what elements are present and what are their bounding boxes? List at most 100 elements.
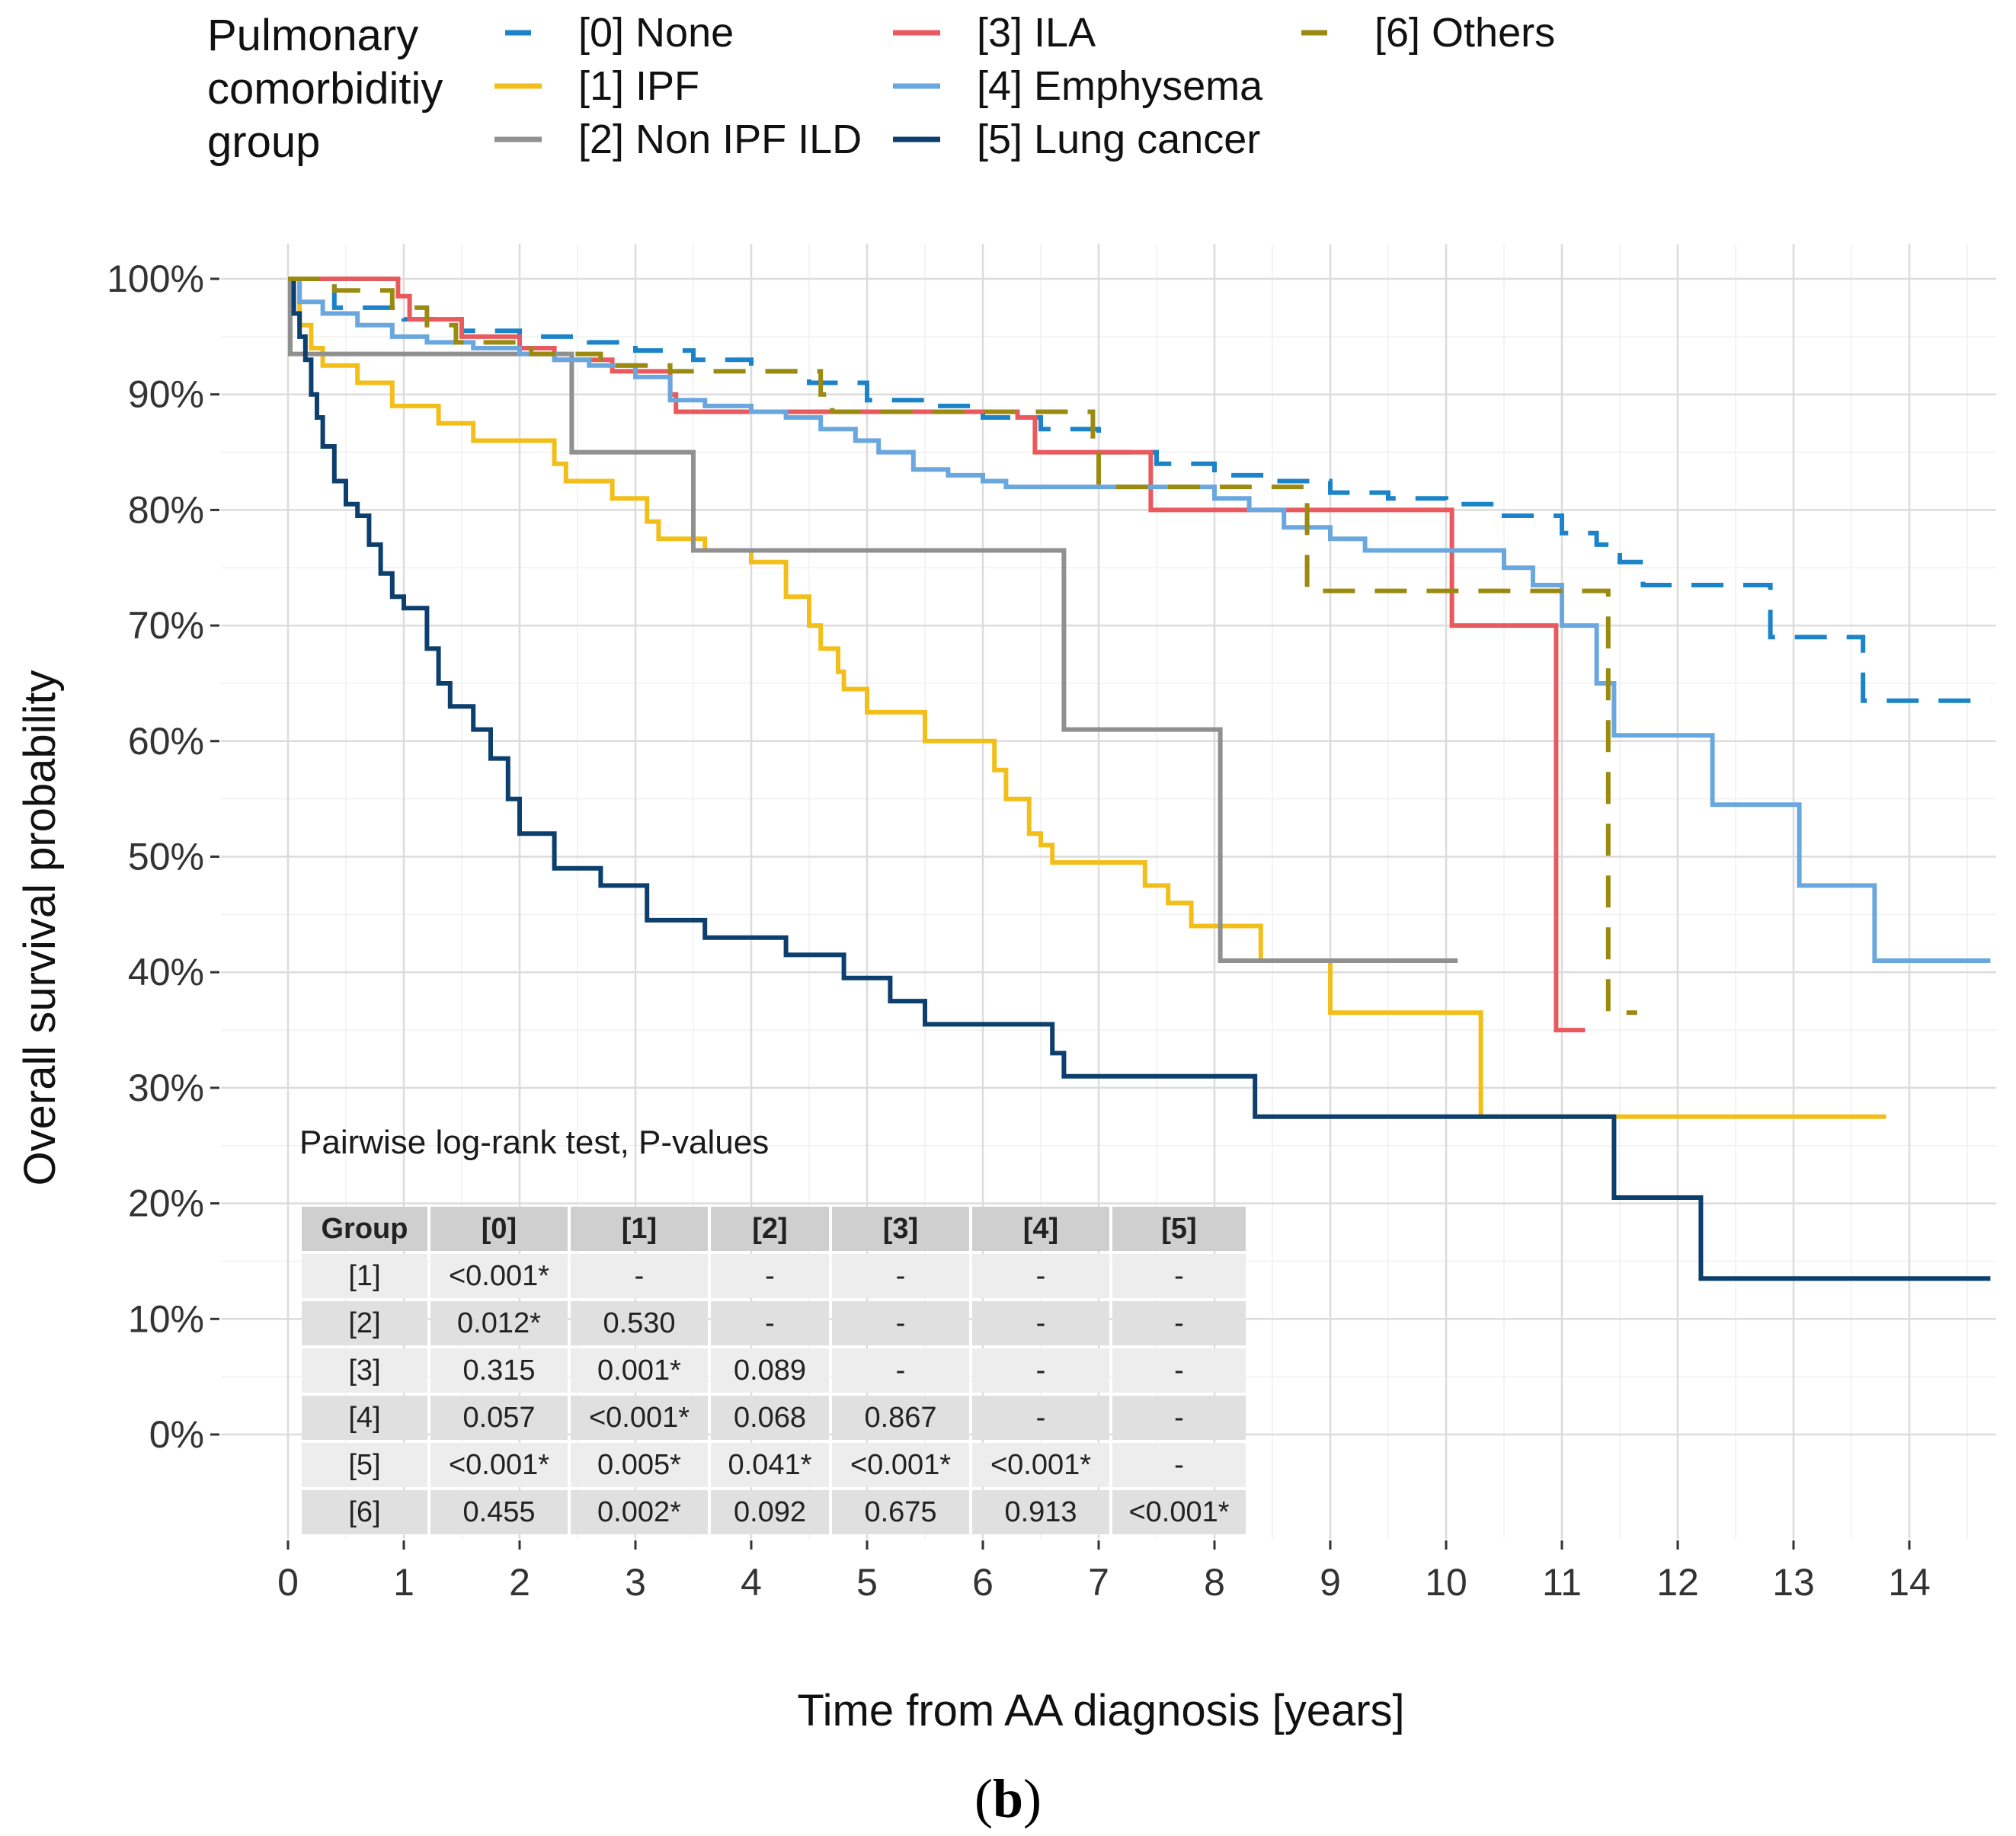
pvalue-table-body: [1] <0.001* - - - - - [2] 0.012* 0.530- - - - [3] 0.31… bbox=[302, 1254, 1246, 1534]
x-tick-label: 14 bbox=[1888, 1561, 1931, 1604]
legend-label-1: [1] IPF bbox=[578, 63, 700, 109]
table-cell: - bbox=[972, 1301, 1109, 1345]
table-cell: 0.675 bbox=[832, 1490, 969, 1534]
table-cell: - bbox=[972, 1396, 1109, 1440]
legend-item-6: [6] Others bbox=[1288, 9, 1555, 56]
legend-label-5: [5] Lung cancer bbox=[977, 117, 1261, 162]
figure-label: (b) bbox=[0, 1767, 2016, 1831]
pvalue-table: Group [0] [1] [2] [3] [4] [5] [1] <0.001* - - - - -[… bbox=[299, 1204, 1249, 1537]
legend-item-1: [1] IPF bbox=[491, 62, 699, 110]
table-cell: 0.092 bbox=[711, 1490, 829, 1534]
table-cell: - bbox=[1112, 1443, 1246, 1487]
table-header-cell: [3] bbox=[832, 1207, 969, 1251]
x-tick-label: 13 bbox=[1772, 1561, 1815, 1604]
y-axis-label: Overall survival probability bbox=[15, 670, 65, 1186]
table-cell: 0.041* bbox=[711, 1443, 829, 1487]
legend-title-line-1: Pulmonary bbox=[207, 11, 419, 60]
legend-key-1 bbox=[494, 83, 542, 89]
table-row: [1] <0.001* - - - - - bbox=[302, 1254, 1246, 1298]
x-tick-label: 12 bbox=[1656, 1561, 1699, 1604]
series-line-6 bbox=[288, 277, 1637, 1016]
y-tick-label: 80% bbox=[128, 488, 204, 531]
table-cell: <0.001* bbox=[972, 1443, 1109, 1487]
series-line-1 bbox=[288, 277, 1886, 1119]
table-cell: <0.001* bbox=[430, 1254, 568, 1298]
table-cell: - bbox=[1112, 1396, 1246, 1440]
table-cell: [4] bbox=[302, 1396, 427, 1440]
table-cell: - bbox=[1112, 1348, 1246, 1393]
y-tick-label: 40% bbox=[128, 951, 204, 993]
table-cell: - bbox=[832, 1301, 969, 1345]
table-cell: 0.005* bbox=[571, 1443, 708, 1487]
table-header-cell: [0] bbox=[430, 1207, 568, 1251]
x-tick-label: 7 bbox=[1088, 1561, 1109, 1604]
legend-key-4 bbox=[893, 83, 940, 89]
legend-title: Pulmonary comorbiditiy group bbox=[207, 9, 443, 169]
x-axis: 0 1 2 3 4 5 6 7 8 9 10 11 12 13 14 bbox=[277, 1540, 1931, 1604]
table-cell: - bbox=[1112, 1254, 1246, 1298]
table-cell: - bbox=[711, 1254, 829, 1298]
y-tick-label: 0% bbox=[149, 1413, 204, 1456]
table-cell: - bbox=[972, 1348, 1109, 1393]
x-axis-label: Time from AA diagnosis [years] bbox=[797, 1686, 1404, 1735]
series-line-0 bbox=[288, 277, 1991, 703]
y-tick-label: 50% bbox=[128, 836, 204, 878]
figure-label-open: ( bbox=[974, 1768, 993, 1829]
legend-label-6: [6] Others bbox=[1374, 10, 1556, 56]
legend-item-0: [0] None bbox=[491, 9, 734, 56]
x-tick-label: 2 bbox=[509, 1561, 530, 1604]
pvalue-table-header: Group [0] [1] [2] [3] [4] [5] bbox=[302, 1207, 1246, 1251]
x-tick-label: 3 bbox=[625, 1561, 646, 1604]
y-tick-label: 10% bbox=[128, 1297, 204, 1340]
legend-label-4: [4] Emphysema bbox=[977, 63, 1263, 109]
x-tick-label: 6 bbox=[972, 1561, 994, 1604]
legend-item-5: [5] Lung cancer bbox=[890, 116, 1260, 163]
table-header-cell: [5] bbox=[1112, 1207, 1246, 1251]
table-cell: <0.001* bbox=[832, 1443, 969, 1487]
table-row: [6] 0.455 0.002* 0.092 0.675 0.913 <0.001* bbox=[302, 1490, 1246, 1534]
legend-item-3: [3] ILA bbox=[890, 9, 1096, 56]
series-line-3 bbox=[288, 277, 1586, 1033]
table-header-cell: [4] bbox=[972, 1207, 1109, 1251]
y-tick-label: 90% bbox=[128, 373, 204, 416]
series-line-2 bbox=[288, 277, 1458, 963]
table-cell: - bbox=[972, 1254, 1109, 1298]
y-tick-label: 100% bbox=[107, 257, 204, 300]
x-tick-label: 9 bbox=[1320, 1561, 1341, 1604]
table-header-cell: [2] bbox=[711, 1207, 829, 1251]
x-tick-label: 5 bbox=[856, 1561, 878, 1604]
table-cell: 0.002* bbox=[571, 1490, 708, 1534]
table-cell: 0.867 bbox=[832, 1396, 969, 1440]
table-cell: 0.315 bbox=[430, 1348, 568, 1393]
series-line-4 bbox=[288, 277, 1991, 963]
legend-item-4: [4] Emphysema bbox=[890, 62, 1262, 110]
figure-label-close: ) bbox=[1023, 1768, 1042, 1829]
table-header-cell: [1] bbox=[571, 1207, 708, 1251]
x-tick-label: 11 bbox=[1542, 1561, 1582, 1604]
table-cell: 0.001* bbox=[571, 1348, 708, 1393]
y-tick-label: 60% bbox=[128, 720, 204, 763]
figure-label-letter: b bbox=[992, 1768, 1024, 1829]
table-cell: 0.012* bbox=[430, 1301, 568, 1345]
table-cell: - bbox=[1112, 1301, 1246, 1345]
pvalue-table-title: Pairwise log-rank test, P-values bbox=[299, 1124, 770, 1161]
table-cell: [2] bbox=[302, 1301, 427, 1345]
x-tick-label: 10 bbox=[1425, 1561, 1467, 1604]
grid-lines bbox=[221, 244, 1996, 1539]
table-cell: 0.913 bbox=[972, 1490, 1109, 1534]
table-cell: - bbox=[711, 1301, 829, 1345]
series-line-5 bbox=[288, 277, 1991, 1281]
legend-item-2: [2] Non IPF ILD bbox=[491, 116, 862, 163]
table-cell: 0.089 bbox=[711, 1348, 829, 1393]
legend-key-0 bbox=[505, 30, 531, 36]
x-tick-label: 0 bbox=[277, 1561, 299, 1604]
table-cell: - bbox=[571, 1254, 708, 1298]
table-cell: <0.001* bbox=[430, 1443, 568, 1487]
table-cell: [1] bbox=[302, 1254, 427, 1298]
table-row: [4] 0.057 <0.001* 0.068 0.867- - bbox=[302, 1396, 1246, 1440]
legend-key-6 bbox=[1301, 30, 1327, 36]
y-tick-label: 30% bbox=[128, 1067, 204, 1109]
table-cell: 0.057 bbox=[430, 1396, 568, 1440]
x-tick-label: 8 bbox=[1204, 1561, 1225, 1604]
legend-label-3: [3] ILA bbox=[977, 10, 1096, 56]
